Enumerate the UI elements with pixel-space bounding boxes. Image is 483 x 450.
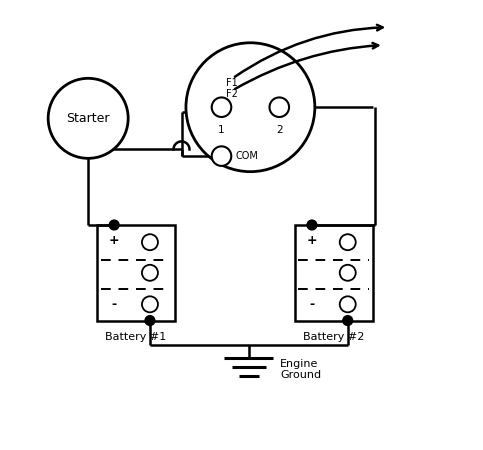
- Circle shape: [212, 98, 231, 117]
- Text: Battery #2: Battery #2: [303, 332, 364, 342]
- Circle shape: [48, 78, 128, 158]
- Text: +: +: [307, 234, 317, 247]
- Circle shape: [109, 220, 119, 230]
- Text: -: -: [310, 298, 314, 311]
- Circle shape: [340, 296, 355, 312]
- Bar: [295, 225, 372, 320]
- Text: F1: F1: [226, 78, 238, 88]
- Circle shape: [186, 43, 315, 171]
- Circle shape: [142, 265, 158, 281]
- Circle shape: [212, 146, 231, 166]
- Circle shape: [343, 315, 353, 325]
- Circle shape: [142, 296, 158, 312]
- Text: Engine
Ground: Engine Ground: [280, 359, 321, 380]
- Circle shape: [340, 265, 355, 281]
- Circle shape: [145, 315, 155, 325]
- Bar: [97, 225, 175, 320]
- Text: F2: F2: [226, 89, 238, 99]
- Text: -: -: [112, 298, 117, 311]
- Text: Battery #1: Battery #1: [105, 332, 167, 342]
- Text: COM: COM: [236, 151, 258, 161]
- Text: +: +: [109, 234, 119, 247]
- Text: 1: 1: [218, 125, 225, 135]
- Text: Starter: Starter: [67, 112, 110, 125]
- Circle shape: [307, 220, 317, 230]
- Circle shape: [270, 98, 289, 117]
- Text: 2: 2: [276, 125, 283, 135]
- Circle shape: [340, 234, 355, 250]
- Circle shape: [142, 234, 158, 250]
